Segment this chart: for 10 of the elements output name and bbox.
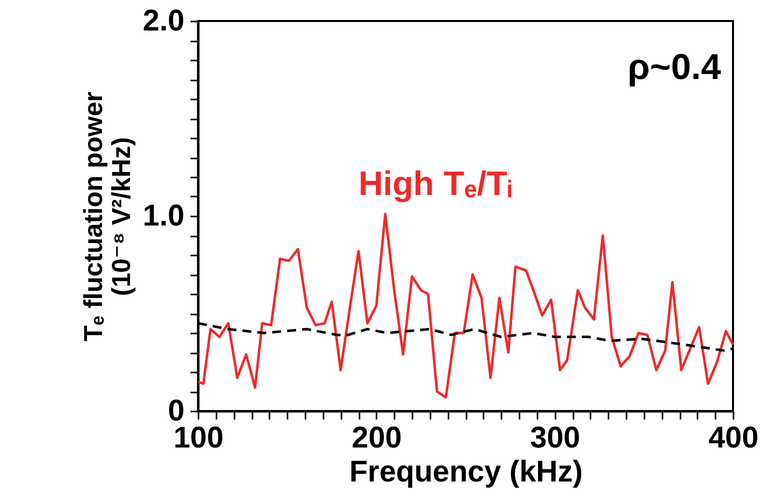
annotation: ρ~0.4 <box>628 46 721 87</box>
y-axis-title: Tₑ fluctuation power (10⁻⁸ V²/kHz) <box>78 92 136 342</box>
x-axis-title: Frequency (kHz) <box>349 456 583 488</box>
series-label: High Tₑ/Tᵢ <box>358 164 512 203</box>
x-tick-label: 300 <box>530 422 580 454</box>
line-series <box>196 212 734 399</box>
y-tick-label: 2.0 <box>142 4 184 38</box>
y-tick-label: 1.0 <box>142 200 184 232</box>
x-tick-label: 400 <box>708 422 759 454</box>
x-tick-label: 200 <box>352 422 402 454</box>
